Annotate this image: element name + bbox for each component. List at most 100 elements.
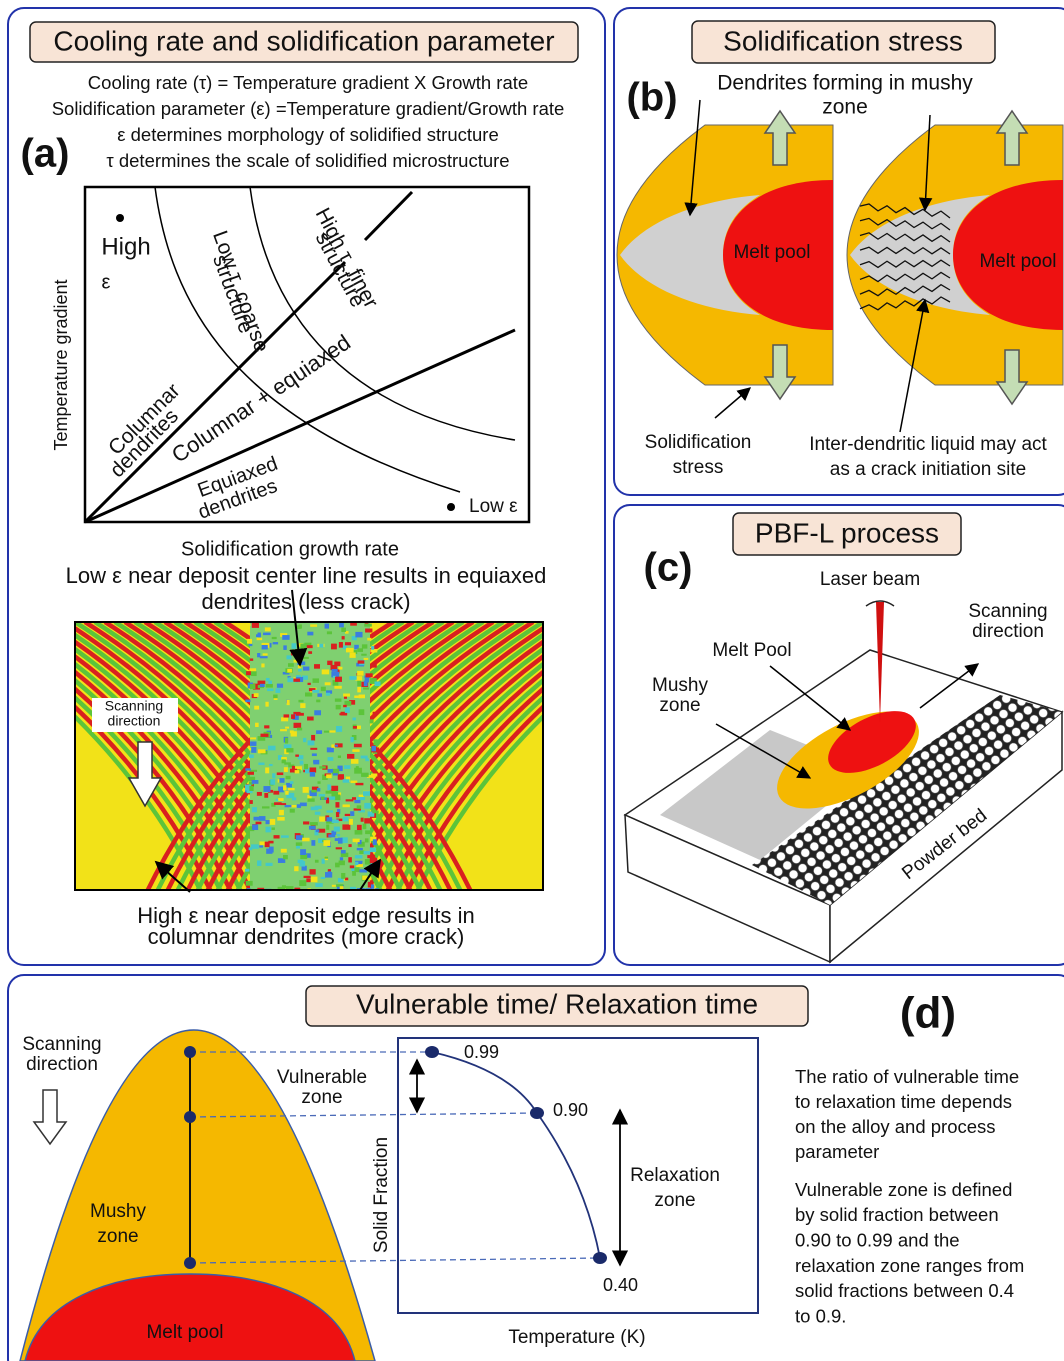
speckle <box>327 661 332 665</box>
speckle <box>326 825 329 830</box>
speckle <box>335 745 338 747</box>
speckle <box>367 855 375 858</box>
speckle <box>310 767 317 772</box>
speckle <box>335 864 340 867</box>
speckle <box>277 817 284 821</box>
speckle <box>336 705 341 710</box>
speckle <box>267 688 273 691</box>
speckle <box>308 651 312 654</box>
speckle <box>284 714 290 717</box>
dot <box>184 1046 196 1058</box>
speckle <box>328 871 331 873</box>
speckle <box>285 738 288 744</box>
speckle <box>303 787 309 793</box>
speckle <box>254 817 260 821</box>
speckle <box>251 747 256 753</box>
label: 0.90 <box>553 1100 588 1120</box>
label: Temperature (K) <box>508 1327 645 1348</box>
speckle <box>270 819 276 825</box>
speckle <box>250 684 256 689</box>
label: zone <box>97 1226 138 1247</box>
speckle <box>315 812 321 815</box>
speckle <box>358 660 365 663</box>
speckle <box>336 726 342 732</box>
speckle <box>266 820 271 824</box>
speckle <box>287 678 293 683</box>
speckle <box>368 882 371 888</box>
speckle <box>256 822 262 825</box>
label: relaxation zone ranges from <box>795 1255 1024 1276</box>
speckle <box>326 817 332 821</box>
speckle <box>348 857 352 862</box>
dot <box>425 1046 439 1058</box>
speckle <box>266 684 273 688</box>
pool-label: Melt pool <box>733 242 810 263</box>
speckle <box>354 744 362 747</box>
pool-label: Melt pool <box>979 251 1056 272</box>
speckle <box>316 829 320 832</box>
speckle <box>364 818 370 823</box>
speckle <box>317 693 322 696</box>
speckle <box>296 842 302 845</box>
speckle <box>257 638 263 640</box>
speckle <box>343 705 347 707</box>
definition: Cooling rate (τ) = Temperature gradient … <box>88 72 528 93</box>
speckle <box>300 644 306 650</box>
panel-label: (b) <box>626 76 677 120</box>
panel-label: (d) <box>900 989 956 1038</box>
speckle <box>367 638 371 641</box>
label: ε <box>102 271 111 293</box>
speckle <box>313 761 317 763</box>
speckle <box>323 840 330 846</box>
speckle <box>349 819 353 825</box>
speckle <box>261 663 264 667</box>
speckle <box>371 646 374 650</box>
speckle <box>272 637 277 639</box>
speckle <box>352 797 356 800</box>
speckle <box>321 796 325 800</box>
speckle <box>321 687 326 691</box>
speckle <box>279 810 284 815</box>
speckle <box>299 861 305 866</box>
speckle <box>302 657 309 659</box>
speckle <box>362 644 367 648</box>
speckle <box>361 654 366 656</box>
speckle <box>345 642 351 645</box>
speckle <box>245 768 250 770</box>
label: columnar dendrites (more crack) <box>148 924 465 949</box>
speckle <box>359 709 365 715</box>
speckle <box>310 869 316 874</box>
speckle <box>281 835 289 837</box>
speckle <box>311 840 315 846</box>
speckle <box>295 755 299 757</box>
speckle <box>332 885 336 887</box>
speckle <box>341 628 346 632</box>
label: Mushy <box>90 1201 146 1222</box>
speckle <box>370 719 374 723</box>
dot <box>447 503 455 511</box>
speckle <box>331 644 337 650</box>
speckle <box>357 805 361 808</box>
arrow <box>715 388 750 418</box>
speckle <box>258 749 266 753</box>
speckle <box>286 776 291 779</box>
speckle <box>352 749 359 752</box>
scan-arrow <box>34 1090 66 1144</box>
speckle <box>275 688 280 693</box>
speckle <box>294 866 298 871</box>
speckle <box>258 681 266 684</box>
speckle <box>295 770 300 773</box>
label: direction <box>972 621 1044 642</box>
speckle <box>284 744 292 748</box>
speckle <box>357 671 363 676</box>
speckle <box>353 839 360 843</box>
label: Laser beam <box>820 569 920 590</box>
speckle <box>291 731 297 736</box>
speckle <box>355 830 363 835</box>
speckle <box>254 693 259 697</box>
speckle <box>312 753 317 756</box>
speckle <box>303 738 306 742</box>
speckle <box>307 645 313 648</box>
speckle <box>296 835 303 840</box>
label: Vulnerable zone is defined <box>795 1179 1012 1200</box>
